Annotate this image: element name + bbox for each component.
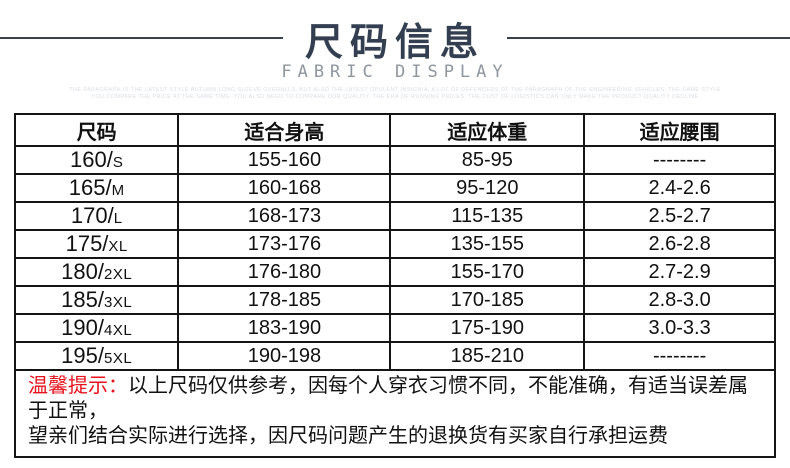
size-cell: 165/M (13, 173, 180, 203)
note-cell: 温馨提示：以上尺码仅供参考，因每个人穿衣习惯不同，不能准确，有适当误差属于正常，… (14, 369, 776, 458)
waist-cell: 2.7-2.9 (583, 257, 776, 287)
height-cell: 155-160 (177, 145, 392, 175)
table-row: 195/5XL 190-198 185-210 -------- (13, 341, 776, 371)
waist-cell: -------- (583, 341, 776, 371)
height-cell: 160-168 (177, 173, 392, 203)
weight-cell: 155-170 (389, 257, 586, 287)
table-row: 165/M 160-168 95-120 2.4-2.6 (13, 173, 776, 203)
title-divider-left (0, 37, 283, 39)
size-cell: 190/4XL (13, 313, 180, 343)
table-row: 185/3XL 178-185 170-185 2.8-3.0 (13, 285, 776, 315)
weight-cell: 175-190 (389, 313, 586, 343)
size-cell: 195/5XL (13, 341, 180, 371)
weight-cell: 170-185 (389, 285, 586, 315)
note-text-1: 以上尺码仅供参考，因每个人穿衣习惯不同，不能准确，有适当误差属于正常， (28, 375, 748, 422)
table-row: 160/S 155-160 85-95 -------- (13, 145, 776, 175)
weight-cell: 185-210 (389, 341, 586, 371)
height-cell: 183-190 (177, 313, 392, 343)
height-cell: 168-173 (177, 201, 392, 231)
fineprint-line-1: THE PARAGRAPH IS THE LATEST STYLE AUTUMN… (69, 87, 721, 93)
note-row: 温馨提示：以上尺码仅供参考，因每个人穿衣习惯不同，不能准确，有适当误差属于正常，… (14, 369, 776, 458)
waist-cell: -------- (583, 145, 776, 175)
weight-cell: 95-120 (389, 173, 586, 203)
column-header-weight: 适应体重 (389, 113, 586, 147)
column-header-size: 尺码 (13, 113, 180, 147)
weight-cell: 85-95 (389, 145, 586, 175)
page-subtitle: FABRIC DISPLAY (281, 62, 509, 82)
table-row: 180/2XL 176-180 155-170 2.7-2.9 (13, 257, 776, 287)
waist-cell: 3.0-3.3 (583, 313, 776, 343)
height-cell: 176-180 (177, 257, 392, 287)
height-cell: 173-176 (177, 229, 392, 259)
section-title-row: 尺码信息 (0, 16, 790, 64)
page-title: 尺码信息 (305, 21, 486, 64)
note-label: 温馨提示： (28, 375, 128, 397)
table-row: 190/4XL 183-190 175-190 3.0-3.3 (13, 313, 776, 343)
size-info-panel: 尺码信息 FABRIC DISPLAY THE PARAGRAPH IS THE… (0, 16, 790, 468)
note-line-2: 望亲们结合实际进行选择，因尺码问题产生的退换货有买家自行承担运费 (28, 425, 668, 447)
note-line-1: 温馨提示：以上尺码仅供参考，因每个人穿衣习惯不同，不能准确，有适当误差属于正常， (28, 374, 764, 424)
waist-cell: 2.8-3.0 (583, 285, 776, 315)
waist-cell: 2.5-2.7 (583, 201, 776, 231)
table-header-row: 尺码 适合身高 适应体重 适应腰围 (13, 113, 776, 147)
table-row: 175/XL 173-176 135-155 2.6-2.8 (13, 229, 776, 259)
column-header-height: 适合身高 (177, 113, 392, 147)
title-divider-right (507, 37, 790, 39)
height-cell: 190-198 (177, 341, 392, 371)
size-cell: 175/XL (13, 229, 180, 259)
table-row: 170/L 168-173 115-135 2.5-2.7 (13, 201, 776, 231)
size-cell: 180/2XL (13, 257, 180, 287)
column-header-waist: 适应腰围 (583, 113, 776, 147)
weight-cell: 135-155 (389, 229, 586, 259)
size-cell: 185/3XL (13, 285, 180, 315)
size-cell: 160/S (13, 145, 180, 175)
waist-cell: 2.6-2.8 (583, 229, 776, 259)
fineprint-line-2: YOU COMPARE THE PRICE AT THE SAME TIME, … (91, 94, 699, 100)
waist-cell: 2.4-2.6 (583, 173, 776, 203)
size-table: 尺码 适合身高 适应体重 适应腰围 160/S 155-160 85-95 --… (13, 113, 776, 458)
height-cell: 178-185 (177, 285, 392, 315)
size-cell: 170/L (13, 201, 180, 231)
weight-cell: 115-135 (389, 201, 586, 231)
fineprint-text: THE PARAGRAPH IS THE LATEST STYLE AUTUMN… (0, 87, 790, 101)
